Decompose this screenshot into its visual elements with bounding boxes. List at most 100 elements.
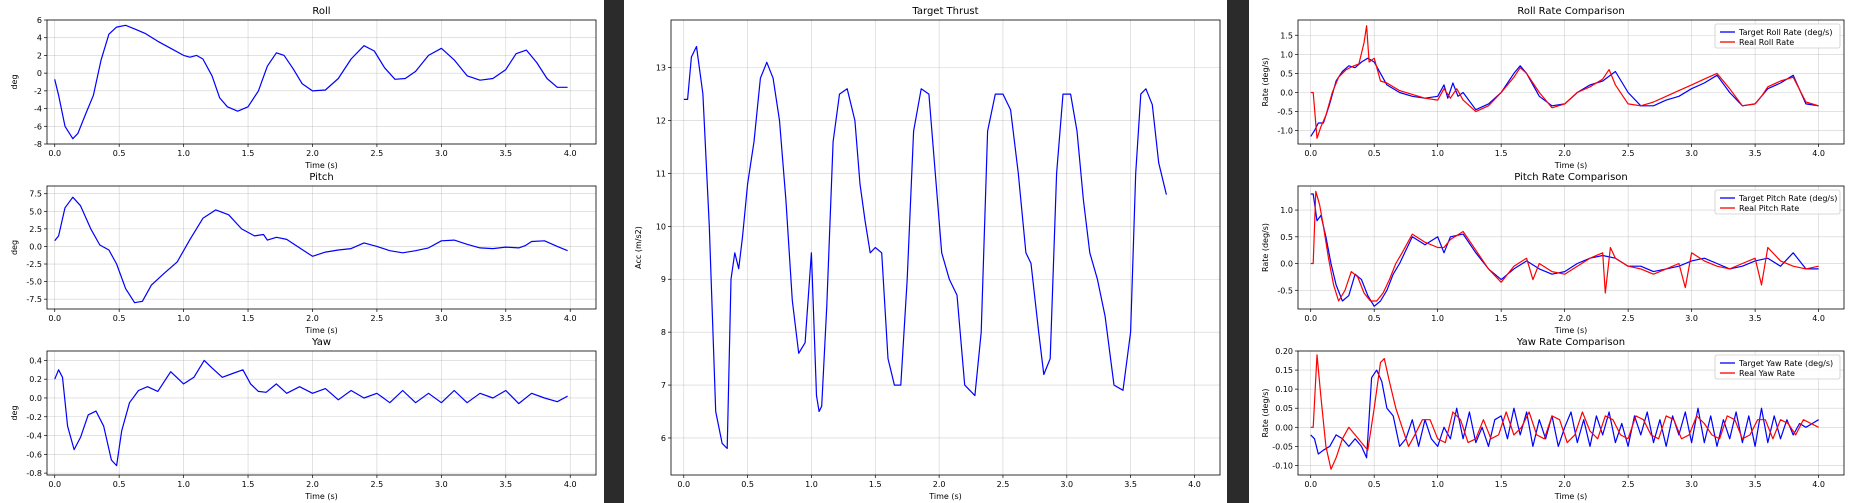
y-tick-label: 0.0 [1280,88,1293,97]
y-tick-label: 0.10 [1275,385,1293,394]
x-tick-label: 2.5 [997,480,1010,489]
x-tick-label: 3.5 [1749,314,1762,323]
yaw_rate-series-line-1 [1310,354,1819,470]
chart-title: Pitch Rate Comparison [1514,172,1628,183]
chart-title: Pitch [309,172,333,183]
thrust-series-line-0 [683,45,1167,450]
yaw_rate-chart: 0.0 0.5 1.0 1.5 2.0 2.5 3.0 3.5 4.0 -0.10 -0.05 0.0… [1261,337,1845,501]
y-tick-label: 2 [37,51,42,60]
roll_rate-series-line-1 [1310,25,1819,139]
x-tick-label: 3.5 [1749,480,1762,489]
y-tick-label: 0.2 [29,375,42,384]
x-tick-label: 0.0 [1304,480,1317,489]
x-tick-label: 1.5 [1495,314,1508,323]
x-tick-label: 0.5 [1368,480,1381,489]
x-tick-label: 1.5 [1495,480,1508,489]
pitch_rate-series-line-0 [1310,193,1819,307]
x-tick-label: 2.5 [371,314,384,323]
y-axis-label: Rate (deg/s) [1261,57,1270,106]
y-tick-label: 6 [661,434,666,443]
y-tick-label: 9 [661,275,666,284]
x-tick-label: 2.5 [1622,149,1635,158]
chart-title: Roll Rate Comparison [1517,6,1624,17]
legend-label: Real Roll Rate [1739,38,1794,47]
x-tick-label: 0.5 [1368,314,1381,323]
y-tick-label: -2 [34,87,42,96]
y-axis-label: Rate (deg/s) [1261,388,1270,437]
chart-title: Roll [312,6,330,17]
x-tick-label: 1.0 [177,149,190,158]
y-axis-label: deg [10,240,19,255]
y-tick-label: -0.10 [1272,461,1293,470]
x-tick-label: 4.0 [564,480,577,489]
y-axis-label: deg [10,74,19,89]
rate-comparison-figure: 0.0 0.5 1.0 1.5 2.0 2.5 3.0 3.5 4.0 -1.0 -0.5 0.0 0.… [1261,6,1845,501]
x-axis-label: Time (s) [304,492,338,501]
x-tick-label: 3.0 [1685,149,1698,158]
y-tick-label: 1.0 [1280,206,1293,215]
y-tick-label: 13 [656,64,666,73]
x-tick-label: 2.0 [306,314,319,323]
x-tick-label: 3.5 [1749,149,1762,158]
x-tick-label: 1.0 [1431,480,1444,489]
x-tick-label: 3.0 [435,314,448,323]
y-axis-label: deg [10,405,19,420]
x-axis-label: Time (s) [928,492,962,501]
y-tick-label: -4 [34,105,42,114]
legend-label: Target Yaw Rate (deg/s) [1738,359,1833,368]
x-tick-label: 0.0 [48,480,61,489]
x-tick-label: 0.0 [677,480,690,489]
x-axis-label: Time (s) [1554,326,1588,335]
left-figure-panel: 0.0 0.5 1.0 1.5 2.0 2.5 3.0 3.5 4.0 -8 -6 -4 -2 0 2 4 6 R… [0,0,604,503]
middle-figure-panel: 0.0 0.5 1.0 1.5 2.0 2.5 3.0 3.5 4.0 6 7 8 9 10 11 12 13 T… [624,0,1227,503]
x-tick-label: 0.0 [1304,314,1317,323]
x-tick-label: 1.0 [177,480,190,489]
x-tick-label: 3.5 [1124,480,1137,489]
chart-title: Target Thrust [911,6,978,17]
x-tick-label: 4.0 [1188,480,1201,489]
yaw-series-line-0 [54,359,568,467]
x-tick-label: 0.0 [48,149,61,158]
x-tick-label: 0.0 [48,314,61,323]
axes-frame [46,185,597,310]
y-tick-label: 0 [37,69,42,78]
x-tick-label: 2.0 [306,149,319,158]
x-tick-label: 3.5 [499,314,512,323]
x-tick-label: 2.0 [1558,480,1571,489]
x-tick-label: 2.5 [371,149,384,158]
y-axis-label: Rate (deg/s) [1261,223,1270,272]
pitch-chart: 0.0 0.5 1.0 1.5 2.0 2.5 3.0 3.5 4.0 -7.5 -5.0 -2.5 0… [10,172,597,335]
y-tick-label: -0.05 [1272,442,1293,451]
y-tick-label: 12 [656,117,666,126]
x-tick-label: 2.0 [1558,314,1571,323]
y-tick-label: 0.00 [1275,423,1293,432]
axes-frame [1297,19,1845,145]
y-tick-label: 1.5 [1280,31,1293,40]
x-tick-label: 1.0 [805,480,818,489]
y-tick-label: -1.0 [1277,127,1293,136]
y-tick-label: 6 [37,16,42,25]
thrust-chart: 0.0 0.5 1.0 1.5 2.0 2.5 3.0 3.5 4.0 6 7 8 9 10 11 12 13 T… [634,6,1221,501]
y-tick-label: 0.4 [29,356,42,365]
x-axis-label: Time (s) [304,161,338,170]
y-tick-label: -5.0 [26,278,42,287]
yaw-chart: 0.0 0.5 1.0 1.5 2.0 2.5 3.0 3.5 4.0 -0.8 -0.6 -0.4 -… [10,337,597,501]
right-figure-panel: 0.0 0.5 1.0 1.5 2.0 2.5 3.0 3.5 4.0 -1.0 -0.5 0.0 0.… [1249,0,1849,503]
x-axis-label: Time (s) [304,326,338,335]
y-tick-label: 2.5 [29,225,42,234]
x-tick-label: 1.5 [1495,149,1508,158]
y-tick-label: -0.6 [26,450,42,459]
x-axis-label: Time (s) [1554,492,1588,501]
chart-title: Yaw [311,337,331,348]
y-tick-label: -0.5 [1277,108,1293,117]
roll-series-line-0 [54,24,568,140]
x-tick-label: 1.5 [242,314,255,323]
x-tick-label: 4.0 [1812,314,1825,323]
y-axis-label: Acc (m/s2) [634,226,643,269]
y-tick-label: 5.0 [29,207,42,216]
pitch_rate-chart: 0.0 0.5 1.0 1.5 2.0 2.5 3.0 3.5 4.0 -0.5 0.0 0.5 1.0… [1261,172,1845,335]
y-tick-label: 7.5 [29,190,42,199]
axes-frame [46,19,597,145]
x-tick-label: 4.0 [1812,480,1825,489]
y-tick-label: 0.0 [29,394,42,403]
